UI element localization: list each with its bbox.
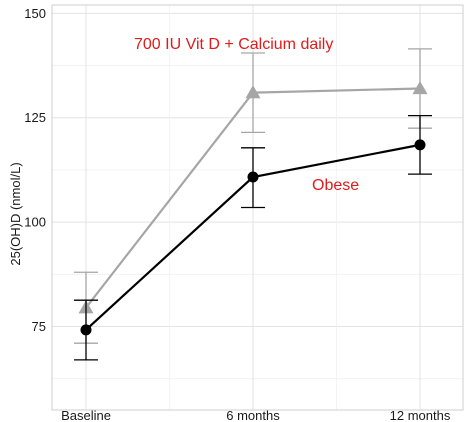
series-0 — [74, 48, 432, 344]
y-tick-label: 100 — [24, 215, 46, 230]
data-point-triangle — [412, 81, 428, 95]
x-axis: Baseline 6 months 12 months — [61, 408, 451, 422]
x-tick-label: Baseline — [61, 408, 111, 422]
x-tick-label: 12 months — [390, 408, 451, 422]
y-tick-label: 150 — [24, 6, 46, 21]
y-axis-title: 25(OH)D (nmol/L) — [8, 162, 23, 265]
data-point-triangle — [245, 85, 261, 99]
y-tick-label: 125 — [24, 110, 46, 125]
series-group — [74, 48, 432, 361]
y-axis: 75 100 125 150 — [24, 6, 46, 334]
data-point-circle — [247, 171, 259, 183]
data-point-circle — [80, 324, 92, 336]
y-tick-label: 75 — [32, 319, 46, 334]
annotation-obese: Obese — [312, 177, 359, 194]
data-point-circle — [414, 139, 426, 151]
series-1 — [74, 114, 432, 361]
annotation-treatment: 700 IU Vit D + Calcium daily — [134, 36, 333, 53]
plot-border — [51, 4, 464, 411]
x-tick-label: 6 months — [226, 408, 280, 422]
